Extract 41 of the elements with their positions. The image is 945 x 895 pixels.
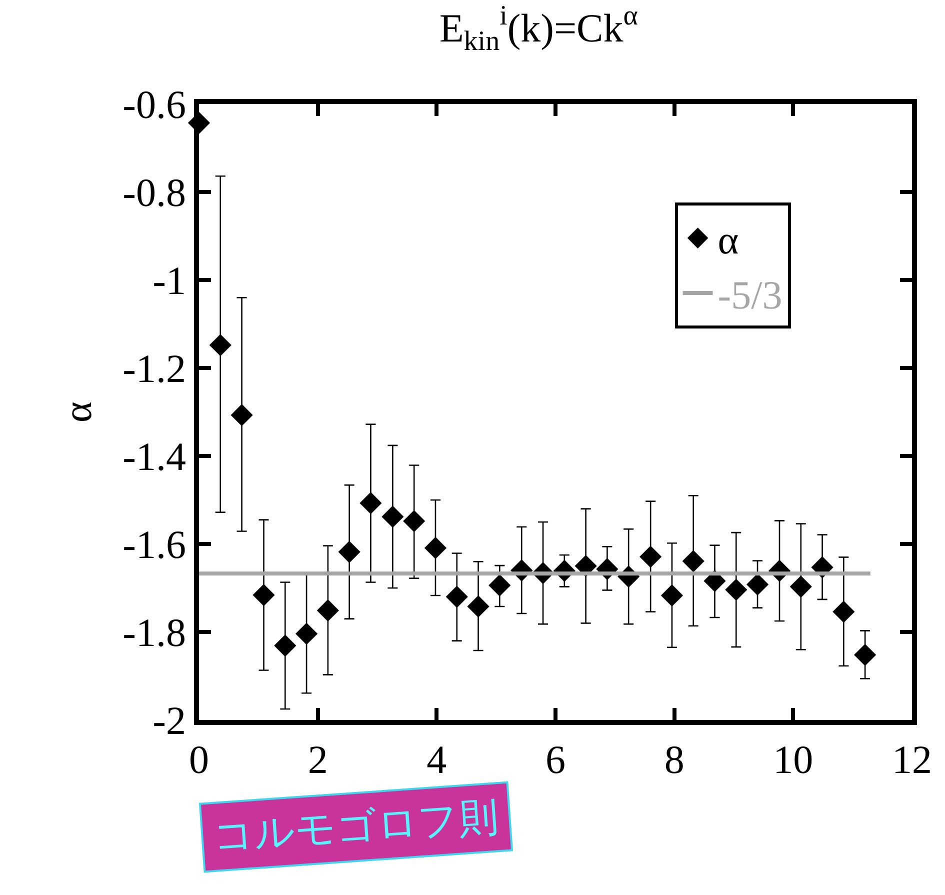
y-tick-label: -1: [152, 258, 186, 303]
point: [424, 536, 447, 560]
y-tick-label: -2: [152, 698, 186, 743]
point: [360, 492, 382, 514]
point: [382, 506, 404, 528]
y-tick-label: -1.6: [122, 522, 186, 567]
point: [252, 584, 275, 606]
point: [316, 599, 339, 622]
point: [682, 550, 704, 572]
point: [832, 600, 855, 623]
point: [660, 584, 684, 607]
point: [790, 576, 812, 598]
x-tick-label: 0: [189, 737, 209, 782]
point: [446, 586, 468, 608]
point: [640, 546, 662, 568]
point: [854, 644, 876, 666]
x-tick-label: 8: [664, 737, 684, 782]
point: [295, 622, 318, 645]
y-tick-label: -0.8: [122, 170, 186, 215]
point: [274, 634, 296, 657]
chart-title: E$_{kin}$$^{i}$(k)=Ck$^{α}$: [439, 0, 638, 57]
x-tick-label: 6: [546, 737, 566, 782]
x-tick-label: 10: [773, 737, 814, 782]
y-tick-label: -1.8: [122, 610, 186, 655]
point: [488, 574, 511, 596]
point: [230, 404, 253, 426]
legend-label: -5/3: [718, 272, 782, 318]
text: コルモゴロフ則: [212, 794, 500, 860]
x-tick-label: 4: [426, 737, 447, 782]
x-tick-label: 12: [892, 737, 932, 782]
y-tick-label: -1.4: [122, 434, 186, 479]
y-axis-title: α: [55, 401, 100, 422]
point: [209, 334, 232, 356]
point: [403, 510, 426, 532]
point: [725, 578, 748, 601]
legend-label: α: [718, 218, 739, 263]
y-tick-label: -0.6: [122, 82, 186, 127]
x-tick-label: 2: [308, 737, 328, 782]
y-tick-label: -1.2: [122, 346, 186, 391]
point: [467, 595, 490, 618]
point: [338, 540, 360, 563]
